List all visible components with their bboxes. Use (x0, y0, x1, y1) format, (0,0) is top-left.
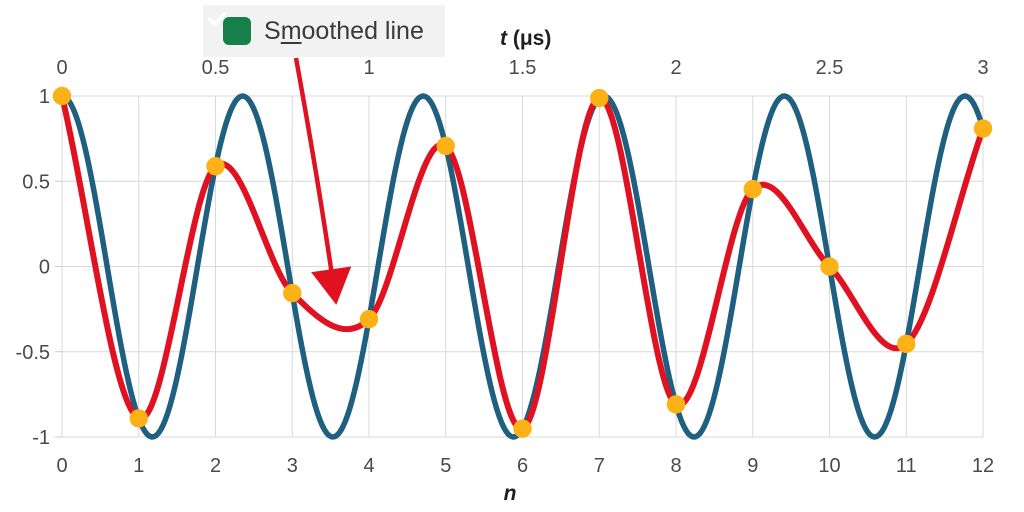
sample-point (436, 136, 455, 156)
sample-points (52, 86, 993, 438)
y-tick-label: -0.5 (16, 342, 50, 364)
y-tick-label: 0 (39, 257, 50, 279)
sample-point (897, 334, 916, 354)
sample-point (206, 157, 225, 176)
sample-point (129, 409, 148, 428)
x-bottom-tick-label: 9 (747, 455, 758, 477)
x-top-tick-label: 2 (670, 57, 681, 79)
x-bottom-tick-label: 7 (594, 455, 605, 477)
sample-point (973, 119, 993, 138)
x-bottom-tick-label: 4 (363, 455, 374, 477)
x-top-tick-label: 0.5 (202, 57, 230, 79)
x-bottom-tick-label: 3 (287, 455, 298, 477)
y-tick-label: 1 (39, 86, 50, 108)
sample-point (359, 309, 379, 329)
x-top-tick-label: 0 (56, 57, 67, 79)
x-bottom-tick-label: 5 (440, 455, 451, 477)
smoothed-line-checkbox[interactable]: Smoothed line (203, 5, 445, 57)
x-bottom-tick-label: 0 (56, 455, 67, 477)
x-bottom-tick-label: 2 (210, 455, 221, 477)
x-top-tick-label: 1.5 (509, 57, 537, 79)
y-tick-label: 0.5 (22, 171, 50, 193)
checkbox-checked-icon[interactable] (208, 12, 251, 45)
sample-point (283, 283, 302, 303)
axis-tickmarks (55, 95, 62, 438)
x-bottom-tick-label: 1 (133, 455, 144, 477)
checkbox-label: Smoothed line (264, 16, 424, 45)
sample-point (666, 395, 686, 414)
x-bottom-tick-label: 11 (896, 455, 917, 477)
x-bottom-tick-label: 6 (517, 455, 528, 477)
sample-point (513, 419, 532, 438)
x-top-tick-label: 1 (363, 57, 374, 79)
x-top-tick-label: 3 (977, 57, 988, 79)
annotation-arrow-icon (293, 57, 352, 305)
x-bottom-tick-label: 10 (818, 455, 840, 477)
sample-point (820, 257, 839, 276)
x-top-tick-label: 2.5 (816, 57, 844, 79)
x-bottom-tick-label: 8 (670, 455, 681, 477)
top-axis-title: t (μs) (500, 27, 551, 50)
sample-point (590, 88, 609, 108)
tick-labels: 0 1 2 3 4 5 6 7 8 9 10 11 120 0.5 1 1.5 2 2.5 310.50-0.5-1 (16, 57, 995, 477)
sample-point (743, 179, 762, 199)
checkmark-icon (208, 12, 226, 27)
bottom-axis-title: n (504, 482, 517, 505)
y-tick-label: -1 (32, 427, 50, 449)
x-bottom-tick-label: 12 (972, 455, 994, 477)
sample-point (52, 86, 72, 106)
